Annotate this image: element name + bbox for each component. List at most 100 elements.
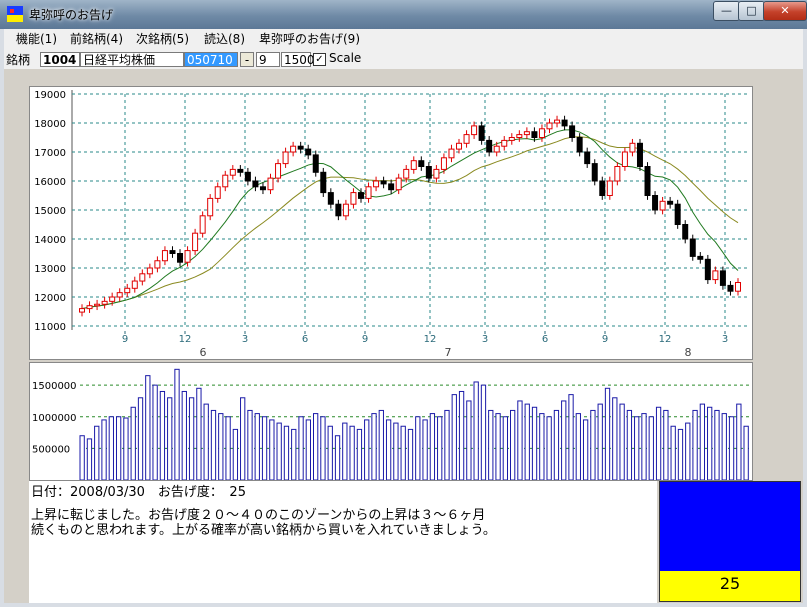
candlestick [418,156,425,171]
volume-bar [342,422,348,481]
price-y-tick-label: 11000 [34,322,66,332]
minimize-button[interactable]: — [713,1,740,21]
gauge-level-fill [660,571,800,601]
volume-bar [123,417,129,481]
volume-bar [415,416,421,481]
date-spin-button[interactable]: - [240,52,254,67]
menu-next-stock[interactable]: 次銘柄(5) [136,32,189,46]
candlestick [101,297,108,309]
volume-bar [553,409,560,481]
stock-code-input[interactable]: 1004 [40,52,80,67]
close-button[interactable]: ✕ [763,1,807,21]
candlestick [471,121,478,139]
ma-short-line [81,129,739,310]
month-label: 8 [685,346,692,359]
oracle-gauge: 25 [659,481,801,602]
candlestick [169,246,176,258]
volume-bar [699,403,706,481]
volume-bar [612,397,618,481]
candlestick [395,173,402,195]
volume-bar [225,416,231,481]
volume-bar [393,422,399,481]
menu-function[interactable]: 機能(1) [16,32,57,46]
oracle-message-line-1: 上昇に転じました。お告げ度２０～４０のこのゾーンからの上昇は３～６ヶ月 [31,508,486,523]
month-label: 7 [445,346,452,359]
candlestick [79,304,85,317]
candlestick [704,254,711,284]
candlestick [86,301,93,313]
candlestick [463,130,470,148]
volume-bar [743,425,749,481]
candlestick [161,246,168,266]
volume-bar [495,413,501,481]
stock-label: 銘柄 [6,53,31,67]
price-y-tick-label: 18000 [34,119,66,130]
stock-name-input[interactable]: 日経平均株価 [80,52,184,67]
volume-bar [269,419,275,481]
candlestick [478,121,485,145]
date-tick-label: 6 [302,334,308,345]
candlestick [139,269,146,286]
candlestick [433,165,440,183]
date-tick-label: 3 [722,334,728,345]
month-label: 6 [200,346,207,359]
candlestick [584,147,591,168]
volume-chart: 1500000 1000000 500000 [32,368,750,481]
volume-bar [531,406,538,481]
candlestick [410,156,417,174]
candlestick [207,194,214,221]
volume-bar [451,394,457,481]
candlestick [659,196,666,215]
candlestick [403,165,410,183]
candlestick [538,124,545,142]
date-input[interactable]: 050710 [184,52,238,67]
volume-bar [137,397,144,481]
volume-bar [159,390,166,481]
candlestick [154,256,161,273]
days-input[interactable]: 9 [256,52,280,67]
volume-bar [378,409,384,481]
ma-long-line [81,136,739,310]
price-y-tick-label: 19000 [34,90,66,101]
volume-bar [692,409,698,481]
app-icon [7,6,23,22]
price-y-tick-label: 17000 [34,148,66,159]
candlestick [456,138,463,154]
candlestick [486,136,493,157]
volume-bar [648,416,654,481]
candlestick [131,276,138,293]
candlestick [493,141,500,157]
volume-bar [94,425,100,481]
scale-checkbox[interactable]: ✓ [313,53,326,66]
maximize-button[interactable]: □ [738,1,765,21]
volume-bar [422,419,428,481]
candlestick [214,182,221,203]
price-y-tick-label: 15000 [34,206,66,217]
max-input[interactable]: 1500 [281,52,315,67]
candlestick [674,199,681,229]
volume-bar [196,387,202,481]
candlestick [448,144,455,163]
candlestick [177,249,184,267]
menu-oracle[interactable]: 卑弥呼のお告げ(9) [259,32,360,46]
volume-bar [582,419,589,481]
volume-bar [663,409,669,481]
menu-prev-stock[interactable]: 前銘柄(4) [70,32,123,46]
date-tick-label: 6 [542,334,548,345]
volume-bar [232,428,239,481]
volume-bar [561,400,567,481]
volume-bar [349,425,355,481]
title-bar[interactable]: 卑弥呼のお告げ — □ ✕ [0,0,807,29]
candlestick [244,167,251,186]
candlestick [388,179,395,195]
menu-load[interactable]: 読込(8) [204,32,245,46]
candlestick [554,115,561,128]
date-tick-label: 12 [659,334,672,345]
candlestick [267,173,274,195]
candlestick [523,127,530,139]
candlestick [124,283,131,297]
candlestick [735,278,741,296]
candlestick [621,147,628,171]
candlestick [546,118,553,134]
